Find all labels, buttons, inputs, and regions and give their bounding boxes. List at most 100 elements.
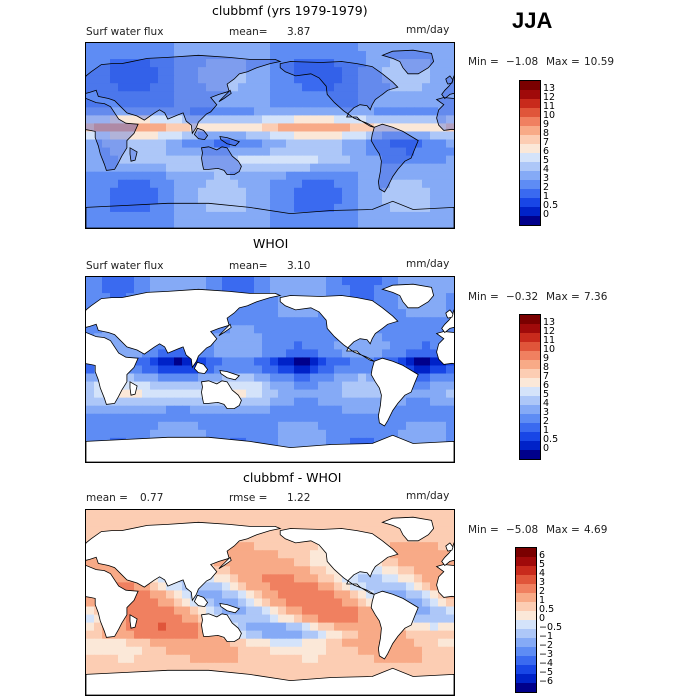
coastline-africa [435, 564, 454, 598]
field-cell [102, 187, 111, 197]
field-cell [350, 413, 359, 423]
field-cell [150, 582, 159, 592]
field-cell [166, 163, 175, 173]
field-cell [222, 518, 231, 527]
field-cell [182, 131, 191, 141]
field-cell [246, 147, 255, 157]
colorbar-swatch [520, 153, 540, 162]
field-cell [294, 598, 303, 608]
field-cell [190, 139, 199, 149]
field-cell [262, 171, 271, 181]
field-cell [110, 115, 119, 125]
field-cell [326, 219, 335, 228]
field-cell [142, 622, 151, 632]
field-cell [246, 83, 255, 92]
coastline-africa [86, 565, 139, 638]
field-cell [222, 75, 231, 84]
field-cell [166, 139, 175, 149]
field-cell [198, 115, 207, 125]
field-cell [382, 293, 391, 302]
coastline-eurasia [441, 75, 454, 100]
field-cell [326, 510, 335, 519]
field-cell [374, 638, 383, 648]
field-cell [430, 83, 439, 92]
field-cell [310, 139, 319, 149]
field-cell [214, 83, 223, 92]
field-cell [302, 357, 311, 367]
field-cell [398, 171, 407, 181]
field-cell [334, 43, 343, 52]
field-cell [198, 171, 207, 181]
field-cell [342, 179, 351, 189]
field-cell [246, 171, 255, 181]
field-cell [86, 285, 95, 294]
field-cell [102, 413, 111, 423]
field-cell [174, 373, 183, 383]
field-cell [414, 107, 423, 116]
coastline-northAmerica [279, 295, 399, 362]
field-cell [302, 91, 311, 100]
panel-2-min-value: −0.32 [506, 291, 539, 303]
field-cell [406, 107, 415, 116]
field-cell [294, 405, 303, 415]
field-cell [446, 622, 454, 632]
field-cell [278, 123, 287, 133]
field-cell [238, 317, 247, 326]
field-cell [302, 51, 311, 60]
field-cell [310, 285, 319, 294]
field-cell [174, 630, 183, 640]
field-cell [86, 301, 95, 310]
field-cell [238, 429, 247, 439]
field-cell [94, 147, 103, 157]
field-cell [238, 558, 247, 567]
field-cell [326, 163, 335, 173]
field-cell [294, 630, 303, 640]
field-cell [222, 163, 231, 173]
field-cell [438, 83, 447, 92]
field-cell [334, 662, 343, 672]
field-cell [350, 285, 359, 294]
field-cell [278, 195, 287, 205]
field-cell [166, 405, 175, 415]
field-cell [166, 614, 175, 624]
field-cell [294, 139, 303, 149]
field-cell [350, 219, 359, 228]
field-cell [270, 309, 279, 318]
field-cell [198, 654, 207, 664]
field-cell [270, 123, 279, 133]
field-cell [150, 277, 159, 286]
field-cell [254, 558, 263, 567]
field-cell [390, 139, 399, 149]
field-cell [158, 99, 167, 108]
field-cell [422, 638, 431, 648]
field-cell [286, 211, 295, 221]
field-cell [286, 43, 295, 52]
field-cell [278, 357, 287, 367]
colorbar-swatch [520, 180, 540, 189]
field-cell [358, 187, 367, 197]
field-cell [366, 293, 375, 302]
field-cell [270, 75, 279, 84]
field-cell [206, 277, 215, 286]
field-cell [390, 662, 399, 672]
field-cell [422, 219, 431, 228]
field-cell [382, 574, 391, 583]
field-cell [174, 203, 183, 213]
field-cell [174, 139, 183, 149]
field-cell [110, 510, 119, 519]
field-cell [414, 219, 423, 228]
field-cell [150, 115, 159, 125]
field-cell [342, 211, 351, 221]
field-cell [406, 99, 415, 108]
field-cell [406, 43, 415, 52]
field-cell [158, 203, 167, 213]
field-cell [438, 285, 447, 294]
field-cell [366, 421, 375, 431]
field-cell [390, 510, 399, 519]
field-cell [190, 131, 199, 141]
field-cell [398, 317, 407, 326]
field-cell [262, 381, 271, 391]
field-cell [318, 219, 327, 228]
field-cell [398, 123, 407, 133]
colorbar-box [519, 314, 541, 460]
